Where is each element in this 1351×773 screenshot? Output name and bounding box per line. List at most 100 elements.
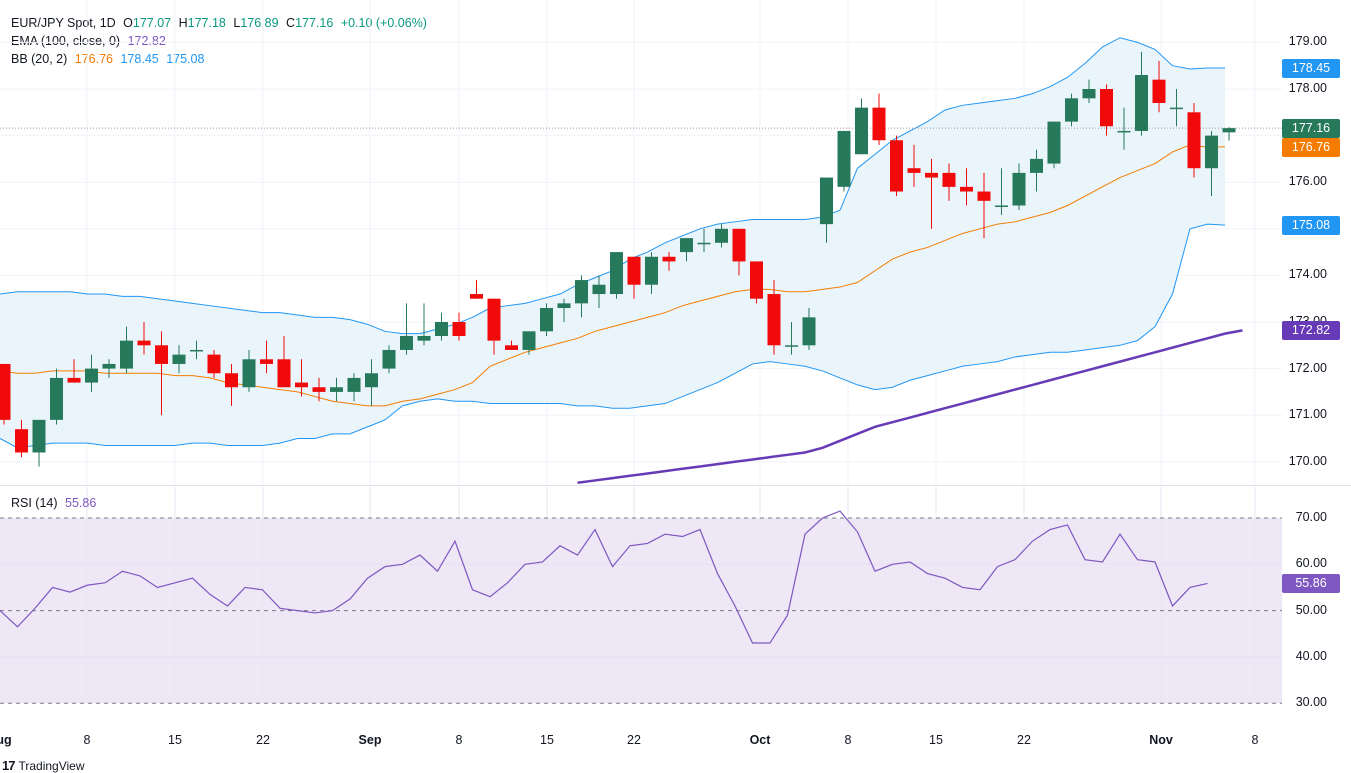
candle-body — [680, 238, 693, 253]
rsi-axis-label: 70.00 — [1295, 510, 1327, 524]
candle — [557, 298, 571, 322]
candle-body — [85, 368, 98, 383]
low-value: 176.89 — [240, 16, 279, 30]
candle — [155, 331, 168, 416]
price-axis-label: 172.00 — [1288, 360, 1327, 375]
time-axis-label: Oct — [749, 733, 771, 747]
candle-body — [1187, 112, 1201, 169]
candle — [960, 168, 973, 206]
candle-body — [820, 177, 833, 225]
candle-body — [242, 359, 256, 388]
candle-body — [767, 294, 781, 346]
ema-line — [577, 329, 1243, 485]
price-tag: 177.16 — [1282, 119, 1340, 139]
price-tag: 175.08 — [1282, 216, 1340, 236]
candle-body — [312, 387, 326, 392]
candle-body — [732, 228, 746, 262]
ema-legend[interactable]: EMA (100, close, 0) 172.82 — [11, 32, 170, 50]
candle — [592, 275, 606, 309]
pane-divider[interactable] — [0, 485, 1351, 486]
candle — [1082, 79, 1096, 103]
candle-body — [662, 256, 676, 262]
candle — [67, 359, 81, 383]
time-axis-label: 15 — [168, 733, 182, 747]
candle-body — [872, 107, 886, 141]
candle — [820, 177, 833, 243]
candle-body — [890, 140, 903, 192]
candle-body — [907, 168, 921, 173]
candle-body — [1152, 79, 1166, 103]
rsi-axis-label: 50.00 — [1295, 602, 1327, 617]
ema-value: 172.82 — [127, 34, 166, 48]
candle — [575, 275, 588, 318]
change-value: +0.10 (+0.06%) — [340, 16, 427, 30]
candle — [1222, 127, 1236, 141]
time-axis-label: 22 — [1017, 733, 1031, 747]
rsi-chart[interactable] — [0, 487, 1351, 727]
candle — [697, 228, 711, 253]
candle-body — [295, 382, 308, 388]
time-axis-label: ug — [0, 733, 12, 747]
tradingview-brand[interactable]: 17 TradingView — [2, 758, 85, 773]
price-axis-label: 179.00 — [1288, 34, 1327, 49]
candle — [977, 172, 991, 239]
candle — [1170, 89, 1183, 127]
candle — [487, 298, 501, 355]
open-key: O — [123, 16, 133, 30]
candle-body — [1047, 121, 1061, 164]
candle-body — [417, 335, 431, 341]
candle-body — [1012, 172, 1026, 206]
brand-name: TradingView — [18, 758, 85, 773]
candle — [890, 135, 903, 197]
candle — [1012, 163, 1026, 211]
candle — [627, 256, 641, 299]
bb-mid-value: 176.76 — [74, 52, 113, 66]
rsi-value: 55.86 — [65, 496, 97, 510]
candle-body — [1222, 128, 1236, 133]
candle-body — [400, 335, 413, 350]
candle-body — [155, 345, 168, 364]
candle — [732, 228, 746, 276]
price-chart[interactable] — [0, 0, 1351, 486]
candle-body — [610, 252, 623, 295]
candle-body — [120, 340, 133, 369]
bb-upper-value: 178.45 — [120, 52, 159, 66]
candle — [172, 345, 186, 374]
candle — [277, 335, 291, 388]
price-tag: 172.82 — [1282, 321, 1340, 341]
candle — [1135, 51, 1148, 136]
candle-body — [942, 172, 956, 187]
candle — [102, 359, 116, 378]
candle — [1030, 149, 1043, 192]
candle — [1187, 102, 1201, 178]
candle-body — [207, 354, 221, 374]
rsi-legend[interactable]: RSI (14) 55.86 — [11, 494, 100, 512]
candle — [417, 303, 431, 346]
candle-body — [0, 363, 11, 420]
candle — [400, 303, 413, 355]
candle — [137, 322, 151, 355]
candle — [942, 163, 956, 201]
candle-body — [382, 349, 396, 369]
candle — [680, 238, 693, 262]
candle — [32, 419, 46, 467]
time-axis-label: Nov — [1149, 733, 1173, 747]
candle-body — [225, 373, 238, 388]
candle — [522, 331, 536, 355]
price-axis-label: 174.00 — [1288, 267, 1327, 282]
high-key: H — [178, 16, 188, 30]
candle-body — [15, 429, 28, 453]
low-key: L — [233, 16, 241, 30]
candle-body — [540, 308, 553, 332]
time-axis-label: 22 — [627, 733, 641, 747]
candle-body — [102, 363, 116, 369]
rsi-axis-label: 30.00 — [1295, 695, 1327, 710]
candle — [15, 419, 28, 458]
bb-legend[interactable]: BB (20, 2) 176.76 178.45 175.08 — [11, 50, 208, 68]
candle-body — [995, 205, 1008, 207]
candle — [1152, 61, 1166, 113]
candle — [837, 130, 851, 192]
candle-body — [365, 373, 378, 388]
candle — [1047, 121, 1061, 169]
candle — [925, 158, 938, 229]
